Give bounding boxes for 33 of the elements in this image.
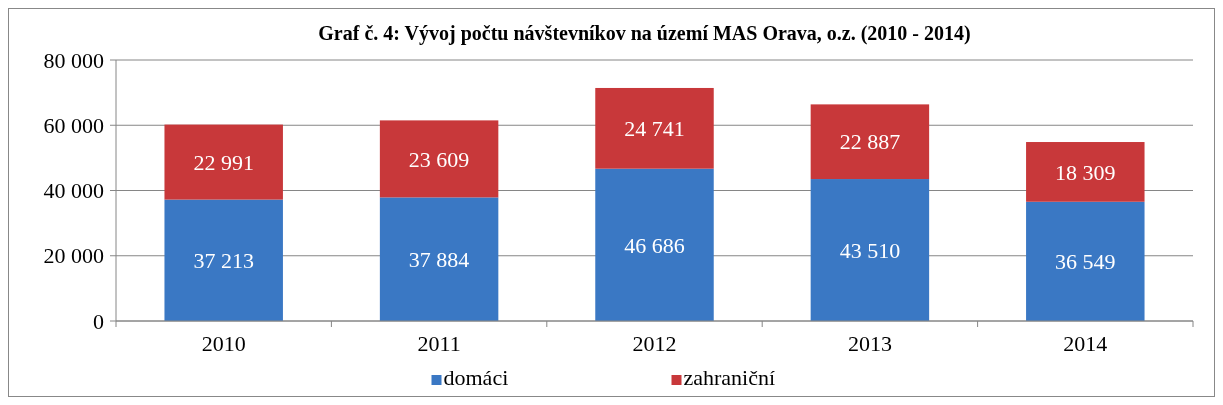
bar [595, 168, 714, 321]
bar [379, 120, 499, 198]
legend-label: zahraniční [683, 365, 776, 390]
y-tick-label: 40 000 [43, 178, 104, 204]
bar [164, 199, 283, 321]
x-tick-label: 2010 [201, 331, 246, 356]
y-tick-label: 60 000 [43, 112, 104, 138]
data-label: 36 549 [1055, 249, 1116, 275]
data-label: 22 991 [193, 149, 254, 175]
legend-label: domáci [443, 365, 509, 390]
bar [810, 104, 930, 180]
bar [1026, 142, 1145, 202]
x-tick-label: 2011 [417, 331, 461, 356]
x-tick-label: 2012 [632, 331, 677, 356]
data-label: 24 741 [624, 116, 685, 142]
bar [810, 179, 930, 321]
y-tick-label: 20 000 [43, 243, 104, 269]
data-label: 18 309 [1055, 159, 1116, 185]
data-label: 43 510 [839, 237, 901, 263]
bar [595, 87, 714, 169]
bar [379, 197, 499, 321]
data-label: 46 686 [624, 232, 685, 258]
y-tick-label: 80 000 [43, 47, 104, 73]
data-label: 22 887 [839, 129, 901, 155]
data-label: 37 213 [193, 248, 254, 273]
x-tick-label: 2013 [847, 331, 892, 356]
chart-title: Graf č. 4: Vývoj počtu návštevníkov na území MAS Orava, o.z. (2010 - 2014) [318, 22, 971, 45]
data-label: 23 609 [408, 146, 470, 172]
x-tick-label: 2014 [1063, 331, 1108, 356]
bar [164, 124, 283, 200]
data-label: 37 884 [408, 246, 470, 272]
y-tick-label: 0 [93, 308, 104, 334]
bar [1026, 201, 1145, 321]
